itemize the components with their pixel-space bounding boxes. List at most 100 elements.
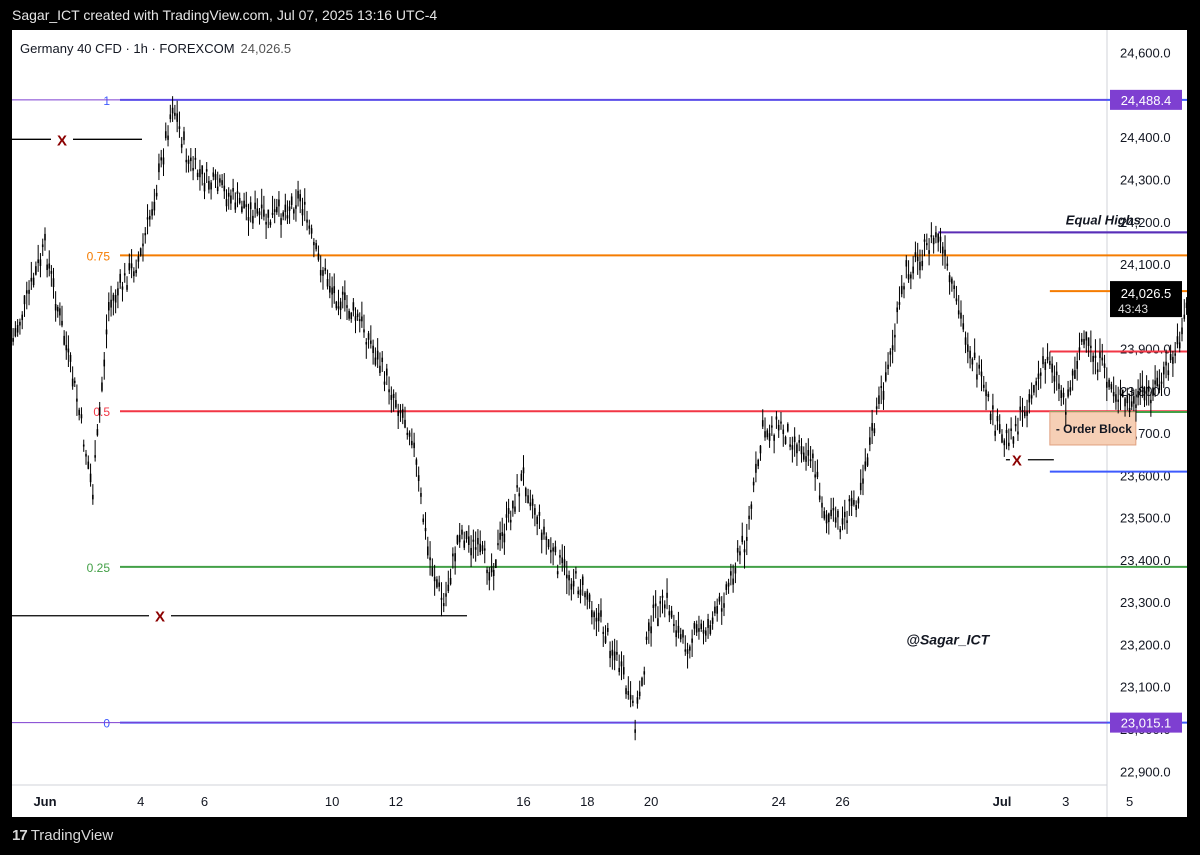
candle-body — [1012, 436, 1015, 444]
candle-body — [337, 306, 340, 309]
candle-body — [609, 650, 611, 659]
candle-body — [481, 545, 484, 551]
candle-body — [800, 446, 803, 455]
candle-body — [750, 504, 753, 509]
y-tick-label: 23,100.0 — [1120, 680, 1171, 695]
x-tick-label: Jun — [33, 794, 56, 809]
candle-body — [174, 112, 176, 116]
candle-body — [263, 209, 265, 217]
candle-body — [73, 380, 76, 383]
candle-body — [194, 157, 197, 160]
candle-body — [1017, 431, 1019, 435]
candle-body — [516, 485, 518, 488]
candle-body — [352, 302, 355, 311]
candle-body — [1133, 396, 1135, 404]
candle-body — [1085, 331, 1088, 341]
footer-bar: 17 TradingView — [0, 817, 1200, 855]
candle-body — [190, 157, 192, 162]
candle-body — [998, 424, 1001, 433]
candle-body — [946, 263, 949, 267]
candle-body — [780, 421, 782, 424]
candle-body — [1135, 404, 1137, 408]
candle-body — [538, 511, 541, 516]
y-tick-label: 23,500.0 — [1120, 511, 1171, 526]
candle-body — [673, 623, 675, 627]
price-chart[interactable]: 22,900.023,000.023,100.023,200.023,300.0… — [12, 30, 1187, 817]
candle-body — [299, 194, 301, 202]
candle-body — [926, 243, 928, 246]
y-tick-label: 22,900.0 — [1120, 764, 1171, 779]
y-tick-label: 24,200.0 — [1120, 215, 1171, 230]
candle-body — [344, 292, 346, 301]
candle-body — [891, 345, 894, 351]
candle-body — [1074, 370, 1076, 379]
candle-body — [638, 691, 641, 697]
candle-body — [1092, 355, 1094, 362]
candle-body — [985, 389, 987, 397]
candle-body — [322, 270, 324, 276]
candle-body — [953, 285, 955, 290]
candle-body — [379, 365, 381, 374]
candle-body — [346, 305, 348, 308]
x-tick-label: 10 — [325, 794, 339, 809]
candle-body — [465, 531, 468, 540]
candle-body — [297, 190, 299, 199]
candle-body — [162, 157, 165, 165]
candle-body — [41, 244, 44, 248]
candle-body — [814, 474, 816, 478]
candle-body — [791, 445, 794, 450]
candle-body — [677, 625, 680, 633]
candle-body — [848, 499, 851, 502]
chart-panel[interactable]: 22,900.023,000.023,100.023,200.023,300.0… — [12, 30, 1187, 817]
x-tick-label: 26 — [835, 794, 849, 809]
candle-body — [1101, 357, 1104, 361]
candle-body — [1145, 386, 1148, 394]
candle-body — [627, 691, 630, 696]
y-tick-label: 23,300.0 — [1120, 595, 1171, 610]
candle-body — [1044, 361, 1047, 370]
candle-body — [581, 576, 584, 586]
candle-body — [449, 577, 452, 585]
candle-body — [507, 508, 510, 514]
candle-body — [782, 429, 785, 435]
candle-body — [329, 285, 331, 293]
candle-body — [103, 359, 106, 367]
last-price-label: 24,026.5 — [1121, 286, 1172, 301]
candle-body — [522, 467, 525, 474]
candle-body — [82, 444, 85, 447]
candle-body — [417, 475, 420, 482]
candle-body — [187, 159, 190, 164]
candle-body — [44, 233, 46, 241]
candle-body — [579, 589, 582, 596]
candle-body — [164, 131, 167, 139]
candle-body — [572, 580, 575, 587]
candle-body — [971, 358, 974, 365]
candle-body — [21, 314, 24, 321]
candle-body — [276, 206, 278, 213]
candle-body — [1062, 392, 1065, 398]
candle-body — [1021, 409, 1024, 413]
candle-body — [771, 425, 773, 428]
candle-body — [547, 539, 550, 548]
candle-body — [128, 263, 131, 271]
candle-body — [69, 354, 72, 362]
candle-body — [1030, 395, 1033, 399]
candle-body — [135, 269, 137, 274]
candle-body — [247, 217, 250, 221]
candle-body — [1058, 383, 1060, 389]
candle-body — [1096, 369, 1099, 373]
candle-body — [341, 291, 344, 295]
candle-body — [1130, 401, 1133, 407]
candle-body — [1167, 370, 1170, 376]
candle-body — [509, 519, 512, 523]
candle-body — [529, 502, 532, 507]
candle-body — [192, 167, 194, 171]
candle-body — [743, 549, 746, 553]
candle-body — [682, 630, 684, 638]
tradingview-logo[interactable]: 17 TradingView — [12, 827, 113, 844]
y-tick-label: 23,800.0 — [1120, 384, 1171, 399]
candle-body — [295, 205, 297, 209]
candle-body — [512, 500, 514, 509]
candle-body — [1121, 389, 1124, 398]
candle-body — [787, 423, 789, 432]
